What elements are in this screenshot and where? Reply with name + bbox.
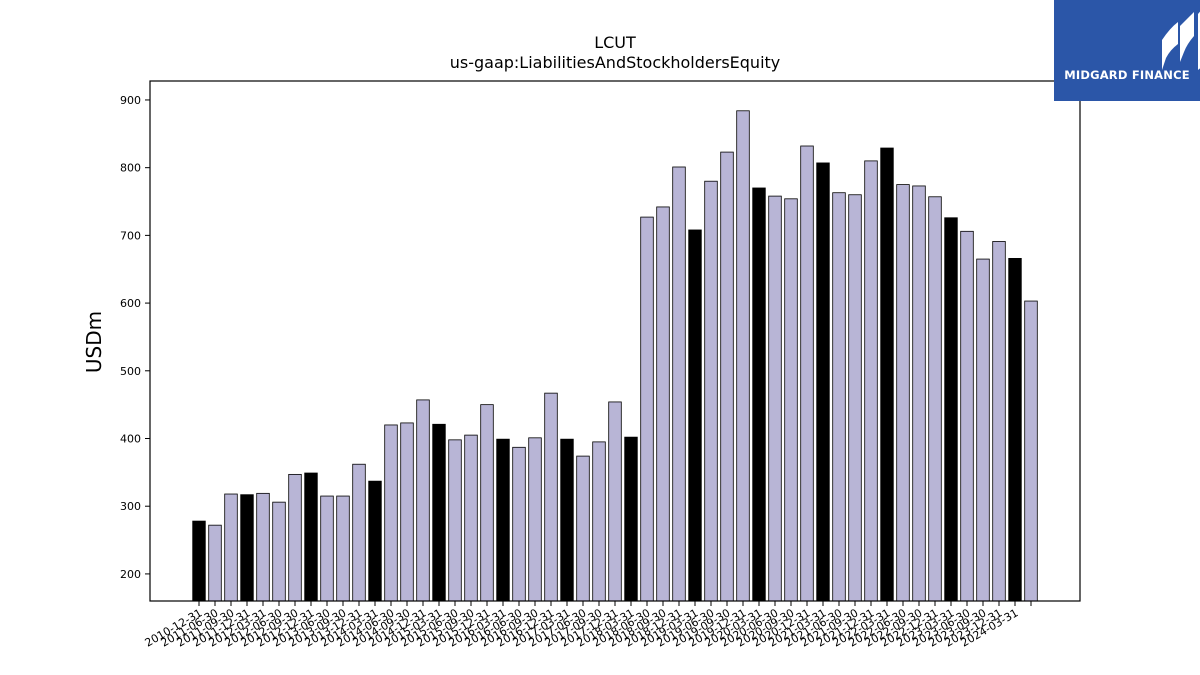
bar-2017-03-31 [560,438,574,602]
bar-2020-03-31 [752,187,766,602]
y-tick-label: 300 [120,500,141,513]
bar-2023-09-30 [976,258,990,602]
bar-2023-12-31 [992,241,1006,602]
bar-2014-06-30 [384,424,398,602]
bar-2016-03-31 [496,438,510,602]
bar-2024-03-31 [1008,257,1022,602]
y-axis-label: USDm [82,311,106,373]
y-tick-label: 800 [120,162,141,175]
logo-mark-icon [1162,11,1200,70]
bar-2018-06-30 [640,216,654,602]
bar-2020-09-30 [784,198,798,602]
bar-2022-12-31 [928,196,942,602]
bar-2015-12-31 [480,404,494,602]
bar-2011-06-30 [208,524,222,602]
chart-subtitle: us-gaap:LiabilitiesAndStockholdersEquity [450,53,781,72]
bar-2019-09-30 [720,151,734,602]
chart-title: LCUT [594,33,636,52]
bar-2022-09-30 [912,185,926,602]
bar-2012-12-31 [304,472,318,602]
bar-2023-03-31 [944,217,958,602]
y-tick-label: 900 [120,94,141,107]
y-tick-label: 200 [120,568,141,581]
y-axis: 200 300 400 500 600 700 800 900 [120,94,150,581]
bar-2018-12-31 [672,166,686,602]
bar-2011-12-31 [240,494,254,602]
bar-2021-03-31 [816,162,830,602]
bar-2010-12-31 [192,520,206,602]
bar-2017-09-30 [592,441,606,602]
brand-logo: MIDGARD FINANCE [1054,0,1200,101]
bar-2023-06-30 [960,230,974,602]
y-tick-label: 400 [120,433,141,446]
bar-2022-06-30 [896,184,910,602]
bar-2015-06-30 [448,439,462,602]
bar-2021-09-30 [848,194,862,602]
bar-2018-09-30 [656,206,670,602]
bar-2019-12-31 [736,110,750,602]
y-tick-label: 700 [120,229,141,242]
bar-2020-06-30 [768,195,782,602]
logo-text: MIDGARD FINANCE [1064,68,1190,82]
bar-2017-06-30 [576,455,590,602]
bar-2014-09-30 [400,422,414,602]
bar-2021-06-30 [832,192,846,602]
bar-2015-03-31 [432,423,446,602]
x-axis: 2010-12-312011-06-302011-09-302011-12-31… [143,601,1032,650]
bar-2016-09-30 [528,437,542,602]
bar-2012-09-30 [288,473,302,602]
bar-undefined [1024,300,1038,602]
bar-2015-09-30 [464,434,478,602]
bar-2012-03-31 [256,492,270,602]
bar-2020-12-31 [800,145,814,602]
bar-2012-06-30 [272,501,286,602]
bar-2013-06-30 [320,495,334,602]
bar-2014-12-31 [416,399,430,602]
bar-2014-03-31 [368,480,382,602]
y-tick-label: 500 [120,365,141,378]
bars-group [192,110,1038,602]
bar-2019-03-31 [688,229,702,602]
bar-2011-09-30 [224,493,238,602]
bar-2016-12-31 [544,392,558,602]
bar-2017-12-31 [608,401,622,602]
plot-frame [149,80,1081,602]
bar-2021-12-31 [864,160,878,602]
bar-2022-03-31 [880,147,894,602]
bar-2013-09-30 [336,495,350,602]
y-tick-label: 600 [120,297,141,310]
bar-2013-12-31 [352,463,366,602]
bar-2016-06-30 [512,446,526,602]
bar-2018-03-31 [624,436,638,602]
bar-2019-06-30 [704,180,718,602]
